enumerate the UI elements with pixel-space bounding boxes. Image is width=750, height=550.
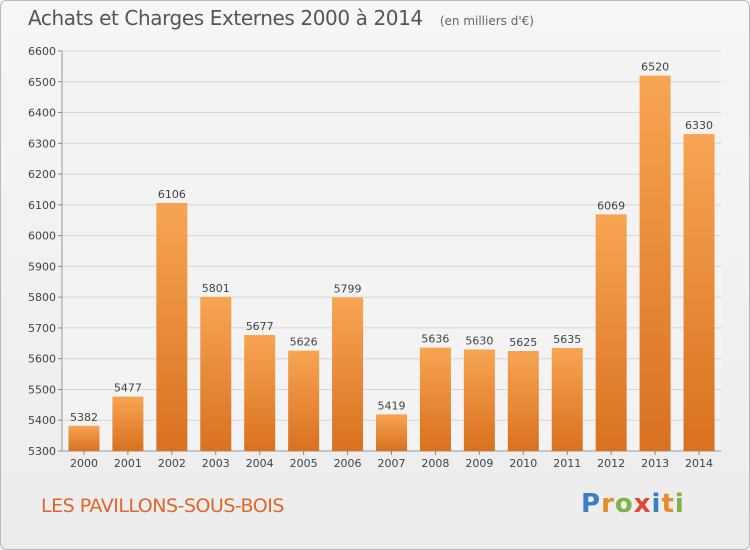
bar <box>156 203 188 451</box>
logo-letter: o <box>614 489 634 519</box>
logo-letter: i <box>674 489 685 519</box>
chart-title-main: Achats et Charges Externes 2000 à 2014 <box>28 6 423 30</box>
y-tick-label: 5700 <box>28 322 56 335</box>
bar-value-label: 6106 <box>158 188 186 201</box>
x-tick-label: 2013 <box>641 457 669 470</box>
y-tick-label: 5500 <box>28 383 56 396</box>
bar <box>507 351 539 451</box>
x-tick-label: 2012 <box>597 457 625 470</box>
y-tick-label: 5600 <box>28 353 56 366</box>
y-tick-label: 6300 <box>28 137 56 150</box>
bar <box>332 297 364 451</box>
y-tick-label: 6500 <box>28 76 56 89</box>
y-tick-label: 5900 <box>28 260 56 273</box>
proxiti-logo[interactable]: Proxiti <box>581 489 685 519</box>
bar <box>68 425 100 451</box>
bar-value-label: 5626 <box>290 336 318 349</box>
bar-value-label: 5677 <box>246 320 274 333</box>
x-tick-label: 2001 <box>114 457 142 470</box>
bar <box>376 414 407 451</box>
y-tick-label: 6000 <box>28 230 56 243</box>
bar-value-label: 6330 <box>685 119 713 132</box>
bar <box>639 75 671 451</box>
x-tick-label: 2000 <box>70 457 98 470</box>
bar-value-label: 5636 <box>421 333 449 346</box>
y-tick-label: 5800 <box>28 291 56 304</box>
bar <box>244 335 276 451</box>
bar-value-label: 5477 <box>114 382 142 395</box>
chart-title-unit: (en milliers d'€) <box>439 14 534 28</box>
logo-letter: r <box>601 489 615 519</box>
y-tick-label: 6400 <box>28 107 56 120</box>
bar-value-label: 5635 <box>553 333 581 346</box>
logo-letter: i <box>651 489 662 519</box>
bar <box>112 396 144 451</box>
x-tick-label: 2006 <box>334 457 362 470</box>
logo-letter: t <box>661 489 675 519</box>
y-tick-label: 6100 <box>28 199 56 212</box>
x-tick-label: 2005 <box>290 457 318 470</box>
bar-value-label: 5801 <box>202 282 230 295</box>
y-tick-label: 5300 <box>28 445 56 458</box>
x-tick-label: 2007 <box>378 457 406 470</box>
bar-value-label: 5625 <box>509 336 537 349</box>
bar-value-label: 6069 <box>597 199 625 212</box>
x-tick-label: 2009 <box>465 457 493 470</box>
x-tick-label: 2008 <box>421 457 449 470</box>
bar <box>419 347 451 451</box>
bar <box>551 347 583 451</box>
x-tick-label: 2014 <box>685 457 713 470</box>
bar-value-label: 6520 <box>641 61 669 74</box>
bar <box>288 350 320 451</box>
logo-letter: x <box>633 489 652 519</box>
logo-letter: P <box>581 489 602 519</box>
commune-name: LES PAVILLONS-SOUS-BOIS <box>41 495 284 517</box>
bar-value-label: 5799 <box>334 282 362 295</box>
bar <box>595 214 627 451</box>
bar <box>683 134 715 452</box>
y-tick-label: 5400 <box>28 414 56 427</box>
bar-value-label: 5382 <box>70 411 98 424</box>
bar <box>463 349 495 451</box>
y-tick-label: 6200 <box>28 168 56 181</box>
x-tick-label: 2002 <box>158 457 186 470</box>
bar <box>200 296 232 451</box>
bar-value-label: 5630 <box>465 334 493 347</box>
chart-title: Achats et Charges Externes 2000 à 2014 (… <box>28 6 534 30</box>
bar-value-label: 5419 <box>378 399 406 412</box>
x-tick-label: 2010 <box>509 457 537 470</box>
x-tick-label: 2011 <box>553 457 581 470</box>
y-tick-label: 6600 <box>28 45 56 58</box>
x-tick-label: 2004 <box>246 457 274 470</box>
x-tick-label: 2003 <box>202 457 230 470</box>
